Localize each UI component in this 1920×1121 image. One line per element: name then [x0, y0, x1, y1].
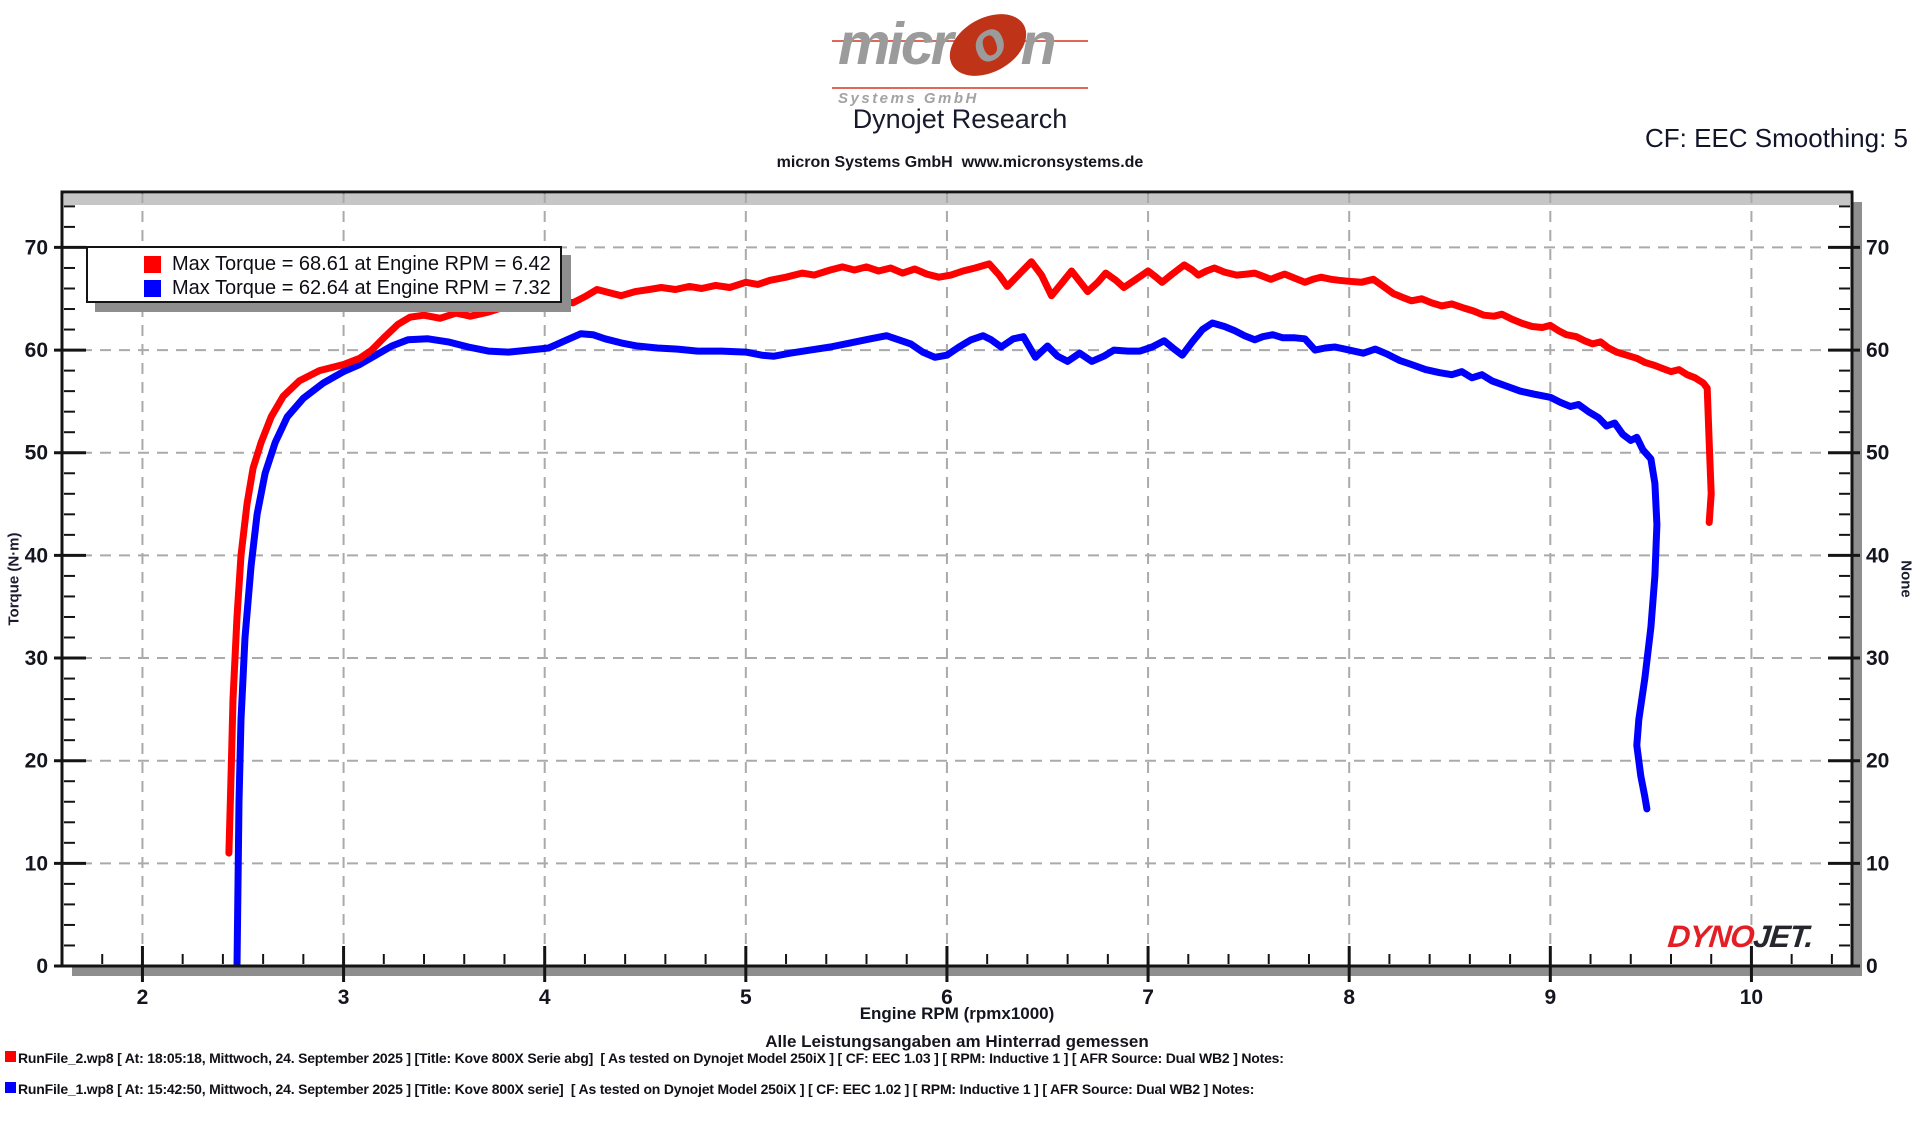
legend-swatch-blue: [144, 279, 161, 297]
y-axis-label-left: Torque (N·m): [5, 532, 23, 626]
svg-text:30: 30: [1866, 647, 1889, 670]
svg-text:10: 10: [1740, 986, 1763, 1009]
svg-text:10: 10: [1866, 852, 1889, 875]
runfile-marker-red: [5, 1051, 16, 1062]
legend-swatch-red: [144, 255, 161, 273]
dynojet-watermark: DYNOJET.: [1666, 919, 1815, 955]
svg-text:40: 40: [25, 544, 48, 567]
runfile-text-2: RunFile_2.wp8 [ At: 18:05:18, Mittwoch, …: [18, 1050, 1284, 1066]
svg-text:8: 8: [1343, 986, 1355, 1009]
page-title: Dynojet Research: [852, 104, 1068, 134]
svg-text:60: 60: [25, 339, 48, 362]
runfile-text-1: RunFile_1.wp8 [ At: 15:42:50, Mittwoch, …: [18, 1081, 1255, 1097]
svg-text:20: 20: [1866, 750, 1889, 773]
logo-bottom-line: [832, 87, 1088, 89]
legend-row-run2: Max Torque = 68.61 at Engine RPM = 6.42: [144, 252, 560, 276]
svg-text:2: 2: [137, 986, 149, 1009]
logo-text-n: n: [1020, 11, 1057, 77]
page-subtitle: micron Systems GmbH www.micronsystems.de: [776, 154, 1144, 171]
micron-logo: micr o n Systems GmbH: [832, 1, 1088, 116]
svg-text:70: 70: [25, 236, 48, 259]
svg-text:9: 9: [1544, 986, 1556, 1009]
dynojet-text-jet: JET.: [1751, 919, 1815, 954]
logo-subtitle: Systems GmbH: [838, 90, 979, 107]
svg-text:7: 7: [1142, 986, 1154, 1009]
svg-text:70: 70: [1866, 236, 1889, 259]
legend-label-run2: Max Torque = 68.61 at Engine RPM = 6.42: [172, 252, 551, 275]
dynojet-text-dyno: DYNO: [1666, 919, 1756, 954]
svg-text:30: 30: [25, 647, 48, 670]
legend-label-run1: Max Torque = 62.64 at Engine RPM = 7.32: [172, 276, 551, 299]
svg-text:4: 4: [539, 986, 551, 1009]
runfile-marker-blue: [5, 1082, 16, 1093]
svg-text:40: 40: [1866, 544, 1889, 567]
y-axis-label-right: None: [1897, 560, 1915, 598]
x-axis-label: Engine RPM (rpmx1000): [859, 1004, 1055, 1023]
svg-text:0: 0: [1866, 955, 1878, 978]
runfile-line-1: RunFile_1.wp8 [ At: 15:42:50, Mittwoch, …: [5, 1081, 1254, 1097]
svg-text:10: 10: [25, 852, 48, 875]
logo-wordmark: micr o n: [838, 1, 1057, 89]
logo-text-micr: micr: [838, 11, 954, 77]
svg-text:50: 50: [25, 442, 48, 465]
svg-text:50: 50: [1866, 442, 1889, 465]
svg-text:5: 5: [740, 986, 752, 1009]
svg-text:20: 20: [25, 750, 48, 773]
runfile-line-2: RunFile_2.wp8 [ At: 18:05:18, Mittwoch, …: [5, 1050, 1284, 1066]
svg-text:3: 3: [338, 986, 350, 1009]
legend-row-run1: Max Torque = 62.64 at Engine RPM = 7.32: [144, 276, 560, 300]
chart-legend: Max Torque = 68.61 at Engine RPM = 6.42 …: [86, 246, 562, 303]
svg-text:0: 0: [36, 955, 48, 978]
logo-text-o: o: [958, 9, 1015, 77]
measurement-note: Alle Leistungsangaben am Hinterrad gemes…: [765, 1032, 1149, 1051]
cf-smoothing-label: CF: EEC Smoothing: 5: [1645, 123, 1908, 153]
svg-text:60: 60: [1866, 339, 1889, 362]
